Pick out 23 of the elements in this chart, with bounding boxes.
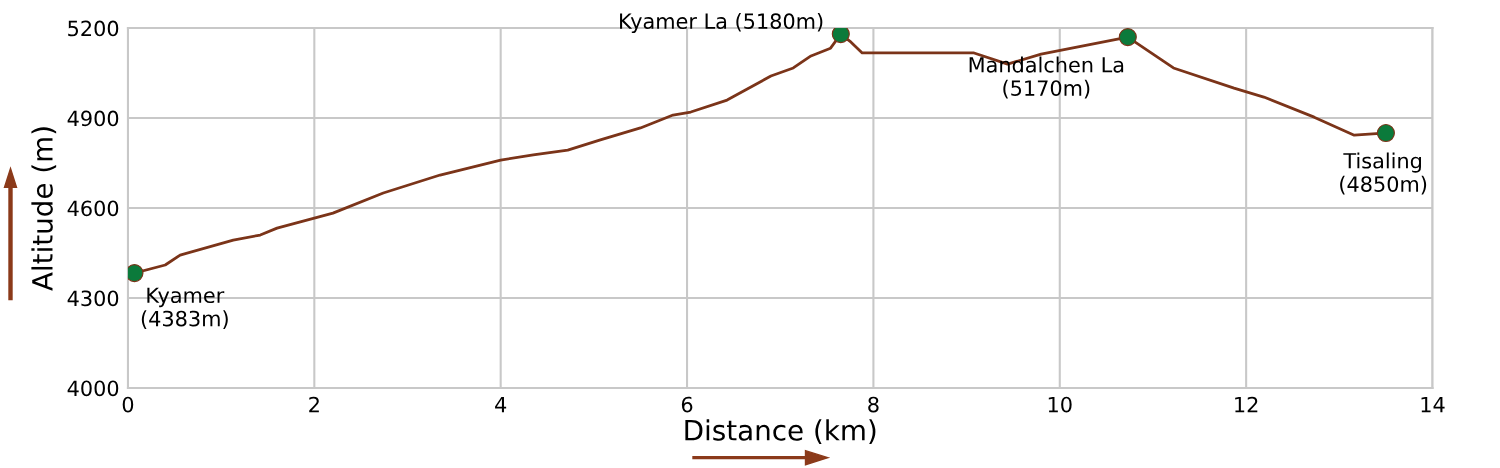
point — [1118, 28, 1137, 47]
y-tick-label: 4000 — [67, 380, 119, 397]
point — [127, 264, 144, 283]
annotation: Tisaling (4850m) — [1340, 152, 1427, 195]
x-tick-label: 2 — [309, 396, 319, 413]
point — [831, 28, 850, 44]
y-tick-label: 4900 — [67, 110, 119, 127]
x-tick-label: 8 — [868, 396, 879, 413]
y-tick-label: 5200 — [68, 20, 119, 37]
x-tick-label: 10 — [1048, 396, 1072, 413]
x-tick-label: 4 — [495, 396, 507, 413]
annotation: Mandalchen La (5170m) — [969, 56, 1124, 99]
point — [1376, 123, 1395, 143]
x-tick-label: 0 — [122, 396, 134, 413]
x-tick-label: 12 — [1235, 396, 1258, 413]
x-axis-title: Distance (km) — [685, 419, 876, 445]
y-tick-label: 4600 — [67, 200, 119, 217]
x-tick-label: 6 — [681, 396, 693, 413]
y-axis-title: Altitude (m) — [31, 127, 57, 291]
annotation: Kyamer La (5180m) — [620, 12, 823, 34]
annotation: Kyamer (4383m) — [141, 287, 228, 329]
y-tick-label: 4300 — [67, 290, 119, 307]
x-tick-label: 14 — [1421, 396, 1445, 413]
